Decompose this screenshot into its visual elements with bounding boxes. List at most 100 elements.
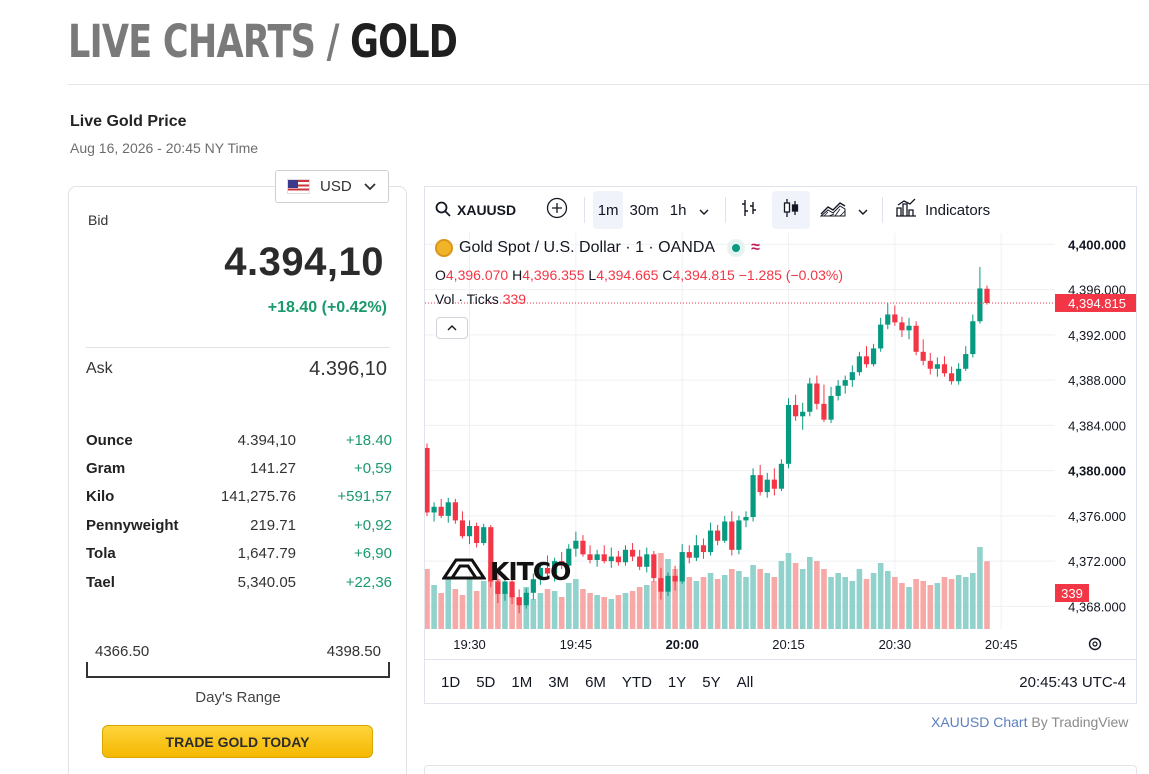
volume-bar bbox=[622, 593, 629, 629]
candle-body bbox=[814, 383, 820, 404]
volume-bar bbox=[707, 573, 714, 629]
volume-bar bbox=[636, 587, 643, 629]
ask-price: 4.396,10 bbox=[309, 358, 387, 380]
volume-bar bbox=[445, 579, 452, 629]
candle-body bbox=[729, 521, 735, 550]
chevron-down-icon bbox=[699, 202, 709, 219]
volume-bar bbox=[721, 575, 728, 629]
candle-body bbox=[502, 581, 508, 594]
candle-body bbox=[800, 411, 806, 417]
candle-body bbox=[757, 475, 763, 493]
unit-price: 141,275.76 bbox=[220, 488, 296, 506]
volume-bar bbox=[466, 577, 473, 629]
price-tick-label: 4,372.000 bbox=[1068, 554, 1126, 569]
table-row: Tola 1,647.79 +6,90 bbox=[86, 540, 392, 568]
candle-body bbox=[878, 324, 884, 349]
chevron-up-icon bbox=[447, 322, 457, 334]
candle-body bbox=[672, 575, 678, 582]
interval-1h[interactable]: 1h bbox=[669, 201, 687, 219]
area-chart-icon bbox=[819, 199, 846, 221]
unit-name: Tola bbox=[86, 545, 116, 563]
candle-body bbox=[559, 561, 565, 566]
volume-bar bbox=[877, 563, 884, 629]
range-all[interactable]: All bbox=[736, 673, 754, 691]
area-style-button[interactable] bbox=[814, 191, 852, 229]
collapse-legend-button[interactable] bbox=[436, 317, 468, 339]
price-timestamp: Aug 16, 2026 - 20:45 NY Time bbox=[70, 140, 259, 156]
add-circle-icon bbox=[546, 197, 568, 223]
chart-style-dropdown[interactable] bbox=[852, 191, 874, 229]
chart-title: Gold Spot / U.S. Dollar · 1 · OANDA bbox=[459, 239, 716, 256]
range-ytd[interactable]: YTD bbox=[621, 673, 652, 691]
bar-style-button[interactable] bbox=[730, 191, 768, 229]
candle-body bbox=[622, 549, 629, 563]
volume-bar bbox=[601, 597, 608, 629]
range-5d[interactable]: 5D bbox=[476, 673, 496, 691]
range-1d[interactable]: 1D bbox=[441, 673, 461, 691]
range-5y[interactable]: 5Y bbox=[702, 673, 721, 691]
time-tick-label: 20:15 bbox=[772, 637, 805, 652]
volume-bar bbox=[530, 599, 537, 629]
candle-body bbox=[551, 561, 558, 574]
unit-change: +6,90 bbox=[354, 545, 392, 563]
volume-bar bbox=[962, 577, 969, 629]
range-6m[interactable]: 6M bbox=[585, 673, 606, 691]
time-tick-label: 19:45 bbox=[560, 637, 593, 652]
candle-body bbox=[899, 322, 905, 331]
candle-body bbox=[488, 527, 494, 582]
symbol-search[interactable]: XAUUSD bbox=[435, 191, 516, 229]
last-volume-badge bbox=[1055, 584, 1089, 602]
range-3m[interactable]: 3M bbox=[548, 673, 570, 691]
candle-body bbox=[764, 479, 770, 493]
candle-body bbox=[948, 373, 955, 382]
candlestick-chart[interactable]: 4,400.000 4,396.000 4,392.000 4,388.000 4,38… bbox=[425, 233, 1136, 659]
unit-change: +22,36 bbox=[345, 573, 392, 591]
unit-change: +591,57 bbox=[337, 488, 392, 506]
interval-dropdown[interactable] bbox=[693, 191, 715, 229]
candle-body bbox=[594, 554, 600, 560]
close-value: 4,394.815 bbox=[672, 267, 735, 283]
candle-body bbox=[445, 502, 451, 516]
volume-bar bbox=[679, 565, 685, 629]
candle-body bbox=[516, 597, 522, 606]
candle-body bbox=[793, 404, 799, 417]
market-open-icon bbox=[727, 239, 746, 257]
indicators-icon bbox=[895, 198, 917, 222]
candle-body bbox=[580, 540, 586, 555]
candle-body bbox=[736, 520, 742, 550]
chevron-down-icon bbox=[858, 202, 868, 219]
currency-select[interactable]: USD bbox=[275, 170, 389, 203]
volume-bar bbox=[948, 579, 955, 629]
trade-gold-button[interactable]: TRADE GOLD TODAY bbox=[102, 725, 373, 758]
bid-change: +18.40 (+0.42%) bbox=[267, 299, 387, 316]
interval-30m[interactable]: 30m bbox=[629, 201, 659, 219]
unit-change: +18.40 bbox=[345, 431, 392, 449]
candles-style-button[interactable] bbox=[772, 191, 811, 229]
chart-link[interactable]: XAUUSD Chart bbox=[931, 714, 1028, 730]
range-1m[interactable]: 1M bbox=[511, 673, 533, 691]
volume-bar bbox=[764, 573, 771, 629]
table-row: Ounce 4.394,10 +18.40 bbox=[86, 426, 392, 454]
indicators-button[interactable]: Indicators bbox=[895, 191, 990, 229]
volume-bar bbox=[608, 599, 615, 629]
volume-bar bbox=[884, 571, 891, 629]
unit-name: Ounce bbox=[86, 431, 133, 449]
candle-body bbox=[807, 383, 813, 412]
range-tabs: 1D 5D 1M 3M 6M YTD 1Y 5Y All bbox=[433, 674, 761, 691]
compare-symbol-button[interactable] bbox=[538, 191, 576, 229]
tradingview-credit[interactable]: XAUUSD Chart By TradingView bbox=[931, 714, 1128, 730]
bid-label: Bid bbox=[88, 212, 109, 228]
candle-body bbox=[970, 321, 976, 355]
volume-bar bbox=[863, 579, 870, 629]
unit-conversion-table: Ounce 4.394,10 +18.40 Gram 141.27 +0,59 Kilo… bbox=[86, 426, 392, 596]
range-1y[interactable]: 1Y bbox=[667, 673, 687, 691]
candle-body bbox=[615, 556, 621, 563]
candle-body bbox=[693, 545, 699, 558]
volume-bar bbox=[927, 585, 934, 629]
bars-icon bbox=[740, 198, 758, 222]
chart-clock[interactable]: 20:45:43 UTC-4 bbox=[1019, 673, 1126, 691]
price-tick-label: 4,400.000 bbox=[1068, 237, 1126, 252]
interval-1m[interactable]: 1m bbox=[593, 191, 624, 229]
candle-body bbox=[835, 385, 841, 396]
candle-body bbox=[771, 479, 777, 489]
